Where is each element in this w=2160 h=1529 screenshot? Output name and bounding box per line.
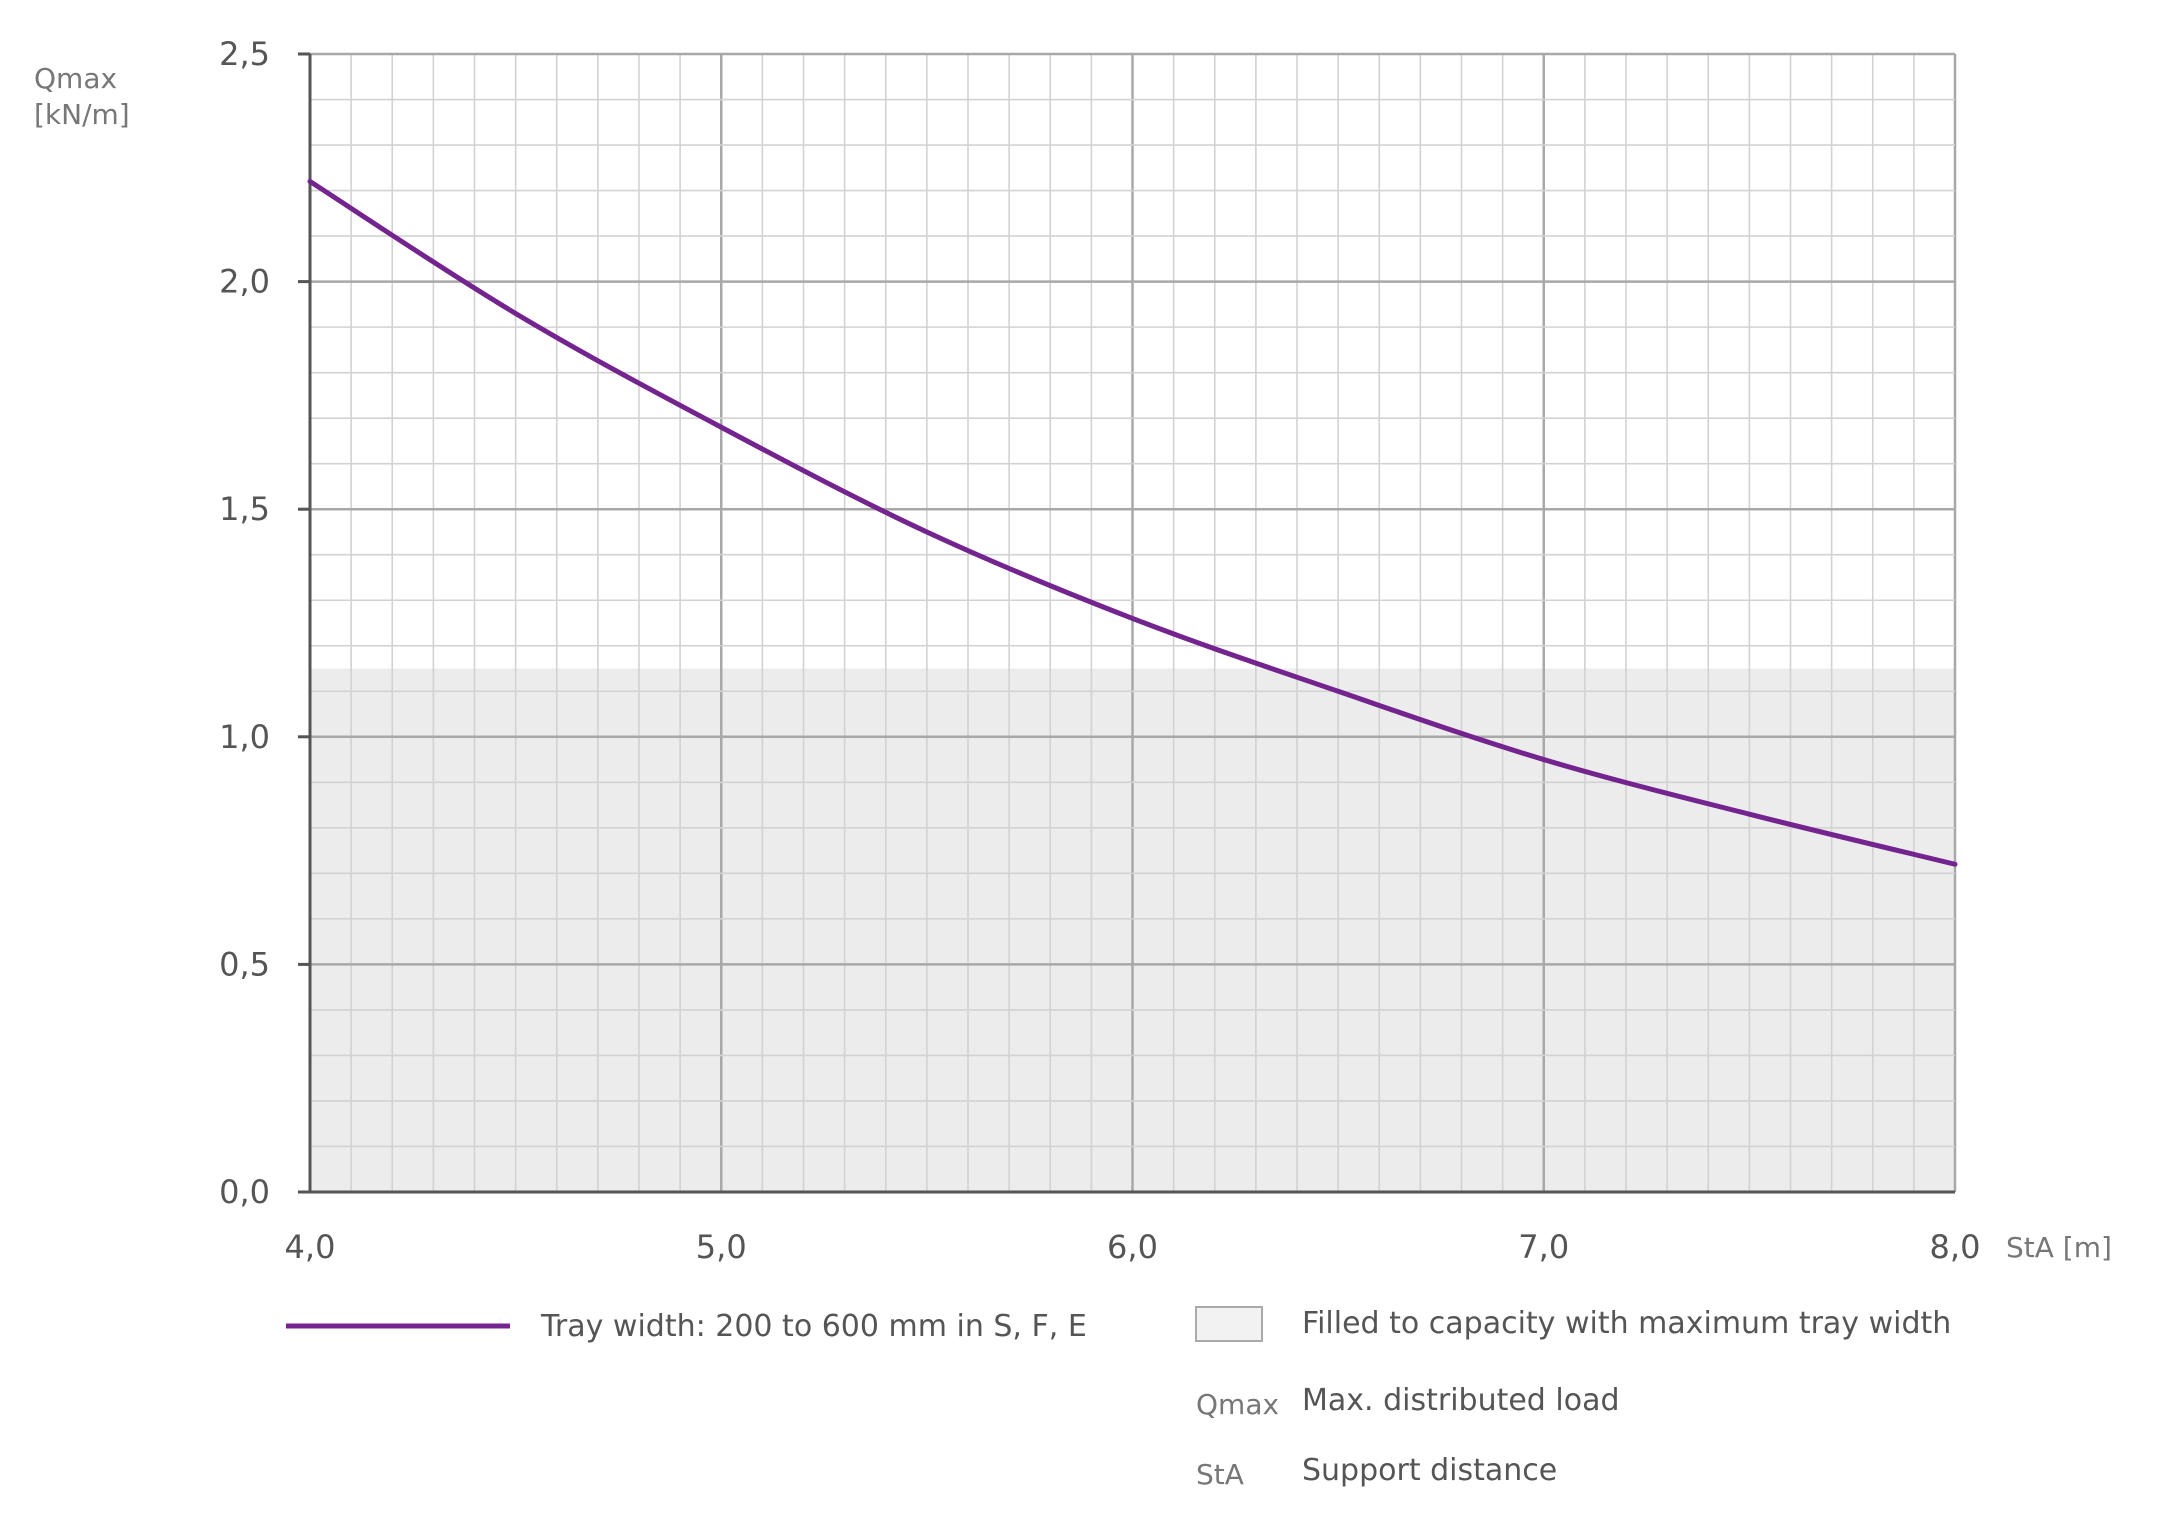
x-axis-title: StA [m] <box>2006 1231 2112 1264</box>
x-tick-labels: 4,0 5,0 6,0 7,0 8,0 <box>285 1228 1981 1266</box>
y-tick-label: 2,5 <box>219 35 270 73</box>
y-tick-label: 0,0 <box>219 1173 270 1211</box>
legend-abbr-sta-meaning: Support distance <box>1302 1453 1557 1488</box>
legend-abbr-sta: StA <box>1196 1458 1244 1491</box>
legend-series-label: Tray width: 200 to 600 mm in S, F, E <box>540 1309 1087 1344</box>
series-line <box>307 178 1958 867</box>
grid <box>308 52 1957 1194</box>
x-tick-label: 4,0 <box>285 1228 336 1266</box>
x-tick-label: 7,0 <box>1518 1228 1569 1266</box>
legend-region-swatch <box>1195 1306 1263 1342</box>
y-tick-label: 2,0 <box>219 263 270 301</box>
x-tick-label: 8,0 <box>1930 1228 1981 1266</box>
y-tick-labels: 0,0 0,5 1,0 1,5 2,0 2,5 <box>219 35 270 1211</box>
legend-abbr-qmax-meaning: Max. distributed load <box>1302 1383 1620 1418</box>
legend: Tray width: 200 to 600 mm in S, F, E Fil… <box>286 1306 1951 1491</box>
y-axis-title-line2: [kN/m] <box>34 98 130 131</box>
legend-region-label: Filled to capacity with maximum tray wid… <box>1302 1306 1951 1341</box>
x-tick-label: 5,0 <box>696 1228 747 1266</box>
y-axis-title-line1: Qmax <box>34 62 117 95</box>
y-tick-label: 0,5 <box>219 945 270 983</box>
legend-abbr-qmax: Qmax <box>1196 1388 1279 1421</box>
y-tick-label: 1,0 <box>219 718 270 756</box>
x-tick-label: 6,0 <box>1107 1228 1158 1266</box>
y-tick-label: 1,5 <box>219 490 270 528</box>
axes <box>298 52 1955 1194</box>
